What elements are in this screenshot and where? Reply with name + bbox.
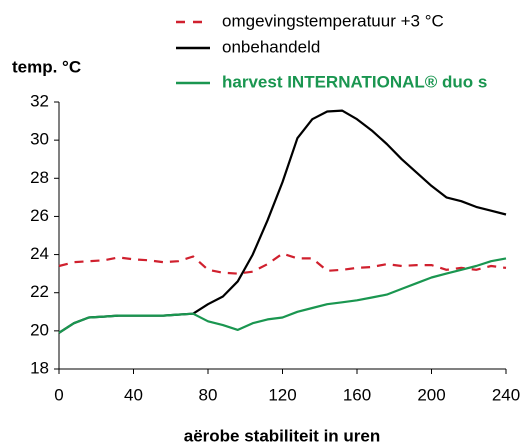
x-tick-label: 40 [124,385,143,404]
y-tick-label: 26 [30,206,49,225]
legend-label: omgevingstemperatuur +3 °C [222,11,444,30]
y-tick-label: 30 [30,130,49,149]
x-tick-label: 200 [417,385,445,404]
line-series [58,252,507,275]
x-tick-label: 160 [343,385,371,404]
y-tick-label: 24 [30,244,49,263]
x-tick-label: 240 [492,385,520,404]
y-tick-label: 28 [30,168,49,187]
line-series [58,109,507,334]
y-tick-label: 20 [30,320,49,339]
x-tick-label: 80 [199,385,218,404]
chart-title: temp. °C [12,57,81,76]
legend-label: onbehandeld [222,37,320,56]
line-series [58,257,507,334]
y-tick-label: 22 [30,282,49,301]
legend-label: harvest INTERNATIONAL® duo s [222,72,487,91]
x-tick-label: 0 [54,385,63,404]
x-axis-label: aërobe stabiliteit in uren [184,426,381,445]
y-tick-label: 32 [30,91,49,110]
y-tick-label: 18 [30,358,49,377]
x-tick-label: 120 [268,385,296,404]
